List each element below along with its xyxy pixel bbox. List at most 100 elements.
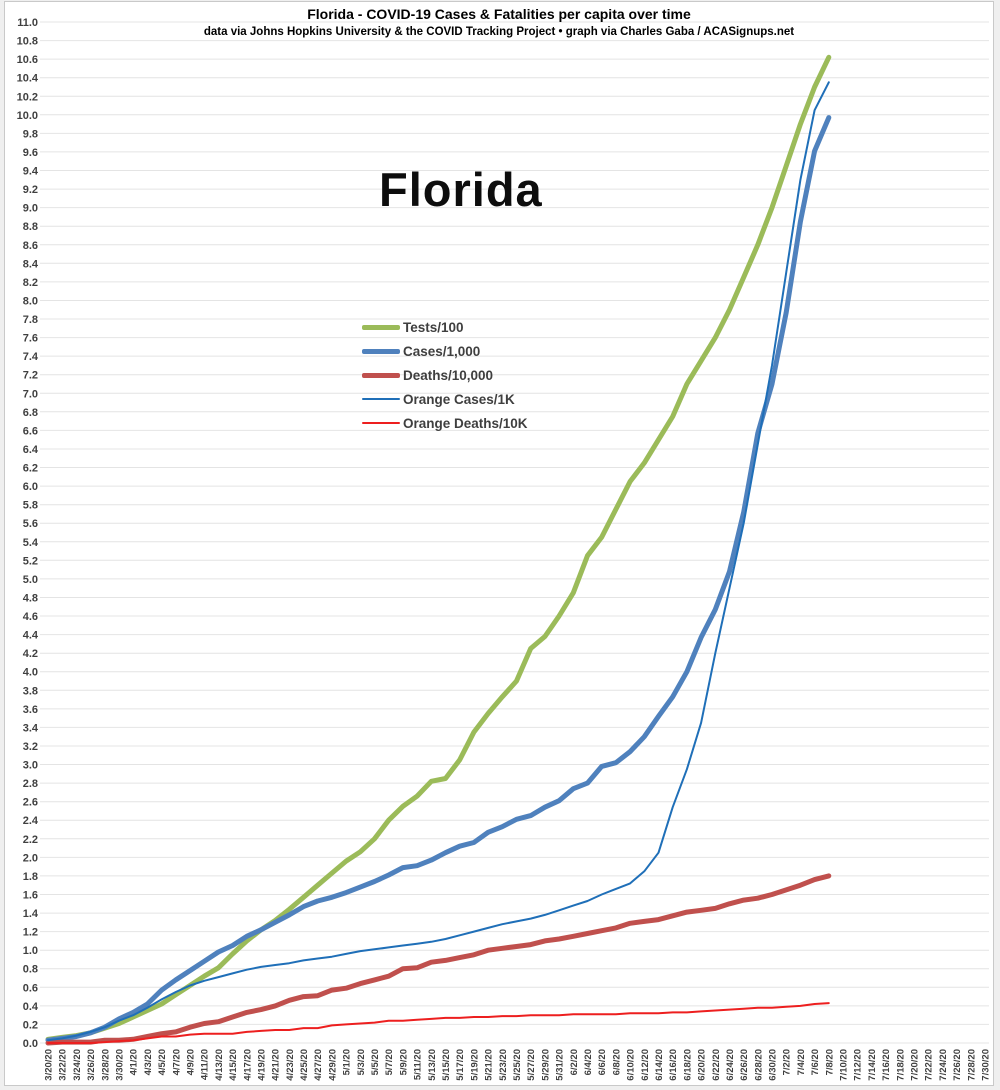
svg-text:5/29/20: 5/29/20	[540, 1049, 551, 1081]
chart-subtitle: data via Johns Hopkins University & the …	[203, 26, 795, 38]
svg-text:6.0: 6.0	[23, 481, 38, 493]
svg-text:0.6: 0.6	[23, 982, 38, 994]
svg-text:6/2/20: 6/2/20	[569, 1049, 580, 1075]
legend-label-deaths: Deaths/10,000	[403, 367, 494, 383]
svg-text:10.4: 10.4	[17, 73, 39, 85]
svg-text:6.2: 6.2	[23, 463, 38, 475]
svg-text:6/24/20: 6/24/20	[725, 1049, 736, 1081]
svg-text:4/1/20: 4/1/20	[129, 1049, 140, 1075]
chart-title: Florida - COVID-19 Cases & Fatalities pe…	[307, 6, 691, 22]
svg-text:10.6: 10.6	[17, 54, 38, 66]
legend: Tests/100 Cases/1,000 Deaths/10,000 Oran…	[362, 315, 528, 435]
svg-text:10.8: 10.8	[17, 36, 38, 48]
svg-text:4.4: 4.4	[23, 630, 39, 642]
svg-text:2.2: 2.2	[23, 834, 38, 846]
svg-text:6.4: 6.4	[23, 444, 39, 456]
svg-text:6/14/20: 6/14/20	[654, 1049, 665, 1081]
svg-text:3/30/20: 3/30/20	[115, 1049, 126, 1081]
svg-text:5/7/20: 5/7/20	[384, 1049, 395, 1075]
svg-text:3.2: 3.2	[23, 741, 38, 753]
svg-text:8.2: 8.2	[23, 277, 38, 289]
svg-text:4/15/20: 4/15/20	[228, 1049, 239, 1081]
svg-text:7/2/20: 7/2/20	[782, 1049, 793, 1075]
svg-text:7/12/20: 7/12/20	[853, 1049, 864, 1081]
svg-text:6.8: 6.8	[23, 407, 38, 419]
svg-text:2.4: 2.4	[23, 815, 39, 827]
legend-item-tests: Tests/100	[362, 315, 528, 339]
svg-text:7/10/20: 7/10/20	[839, 1049, 850, 1081]
svg-text:4/29/20: 4/29/20	[327, 1049, 338, 1081]
svg-text:5/3/20: 5/3/20	[356, 1049, 367, 1075]
svg-text:4.8: 4.8	[23, 593, 38, 605]
svg-text:2.6: 2.6	[23, 797, 38, 809]
svg-text:4/7/20: 4/7/20	[171, 1049, 182, 1075]
svg-text:4.6: 4.6	[23, 611, 38, 623]
svg-text:6/4/20: 6/4/20	[583, 1049, 594, 1075]
svg-text:7/18/20: 7/18/20	[895, 1049, 906, 1081]
legend-item-orange-deaths: Orange Deaths/10K	[362, 411, 528, 435]
svg-text:7/30/20: 7/30/20	[981, 1049, 992, 1081]
svg-text:3/28/20: 3/28/20	[100, 1049, 111, 1081]
svg-text:1.0: 1.0	[23, 945, 38, 957]
svg-text:4/21/20: 4/21/20	[271, 1049, 282, 1081]
svg-text:5/5/20: 5/5/20	[370, 1049, 381, 1075]
svg-text:6/8/20: 6/8/20	[611, 1049, 622, 1075]
legend-item-cases: Cases/1,000	[362, 339, 528, 363]
svg-text:0.8: 0.8	[23, 964, 38, 976]
svg-text:5/1/20: 5/1/20	[342, 1049, 353, 1075]
svg-text:9.6: 9.6	[23, 147, 38, 159]
svg-text:11.0: 11.0	[17, 17, 38, 29]
legend-label-orange-deaths: Orange Deaths/10K	[403, 415, 528, 431]
svg-text:5/11/20: 5/11/20	[413, 1049, 424, 1080]
svg-text:3/26/20: 3/26/20	[86, 1049, 97, 1081]
svg-text:1.2: 1.2	[23, 927, 38, 939]
svg-text:7/24/20: 7/24/20	[938, 1049, 949, 1081]
svg-text:5/17/20: 5/17/20	[455, 1049, 466, 1081]
svg-text:4/11/20: 4/11/20	[200, 1049, 211, 1080]
svg-text:0.4: 0.4	[23, 1001, 39, 1013]
legend-label-tests: Tests/100	[403, 319, 464, 335]
legend-label-orange-cases: Orange Cases/1K	[403, 391, 515, 407]
svg-text:5/15/20: 5/15/20	[441, 1049, 452, 1081]
svg-text:5.4: 5.4	[23, 537, 39, 549]
tests-line-swatch-icon	[362, 324, 400, 330]
svg-text:5/19/20: 5/19/20	[469, 1049, 480, 1081]
svg-text:1.8: 1.8	[23, 871, 38, 883]
svg-text:9.2: 9.2	[23, 184, 38, 196]
svg-text:7/28/20: 7/28/20	[966, 1049, 977, 1081]
svg-text:4.2: 4.2	[23, 648, 38, 660]
svg-text:3/24/20: 3/24/20	[72, 1049, 83, 1081]
svg-text:6/28/20: 6/28/20	[753, 1049, 764, 1081]
svg-text:4/25/20: 4/25/20	[299, 1049, 310, 1081]
svg-text:4/3/20: 4/3/20	[143, 1049, 154, 1075]
svg-text:5.2: 5.2	[23, 555, 38, 567]
svg-text:5/31/20: 5/31/20	[555, 1049, 566, 1081]
svg-text:8.8: 8.8	[23, 221, 38, 233]
svg-text:0.0: 0.0	[23, 1038, 38, 1050]
svg-text:4/13/20: 4/13/20	[214, 1049, 225, 1081]
legend-item-orange-cases: Orange Cases/1K	[362, 387, 528, 411]
svg-text:4/17/20: 4/17/20	[242, 1049, 253, 1081]
svg-text:7/20/20: 7/20/20	[910, 1049, 921, 1081]
cases-line-swatch-icon	[362, 348, 400, 354]
svg-text:9.4: 9.4	[23, 166, 39, 178]
svg-text:7/26/20: 7/26/20	[952, 1049, 963, 1081]
svg-text:5/13/20: 5/13/20	[427, 1049, 438, 1081]
svg-text:7.4: 7.4	[23, 351, 39, 363]
svg-text:7.0: 7.0	[23, 388, 38, 400]
svg-text:3.0: 3.0	[23, 760, 38, 772]
svg-text:8.6: 8.6	[23, 240, 38, 252]
svg-text:8.0: 8.0	[23, 296, 38, 308]
svg-text:4/9/20: 4/9/20	[186, 1049, 197, 1075]
orange-deaths-line-swatch-icon	[362, 422, 400, 424]
svg-text:6/30/20: 6/30/20	[768, 1049, 779, 1081]
svg-text:4/5/20: 4/5/20	[157, 1049, 168, 1075]
svg-text:5/9/20: 5/9/20	[398, 1049, 409, 1075]
svg-text:7/22/20: 7/22/20	[924, 1049, 935, 1081]
svg-text:10.2: 10.2	[17, 91, 38, 103]
orange-cases-line-swatch-icon	[362, 398, 400, 400]
svg-text:7/6/20: 7/6/20	[810, 1049, 821, 1075]
svg-text:5/25/20: 5/25/20	[512, 1049, 523, 1081]
